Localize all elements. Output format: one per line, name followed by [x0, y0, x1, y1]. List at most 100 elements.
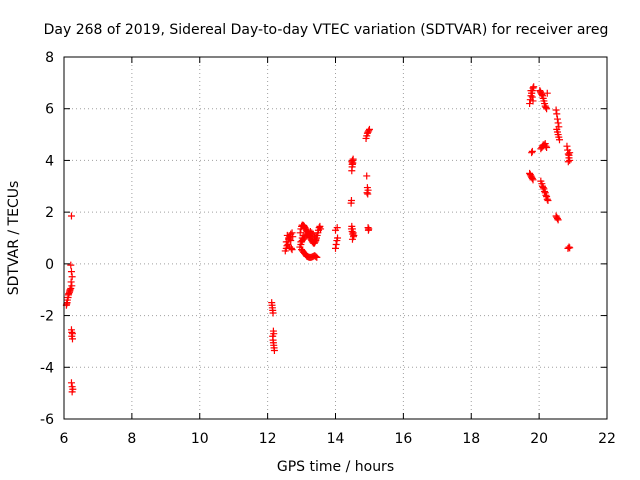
data-point-marker — [67, 212, 75, 220]
data-point-marker — [334, 234, 342, 242]
y-tick-label: 8 — [45, 50, 54, 66]
data-point-marker — [68, 388, 76, 396]
data-point-marker — [543, 144, 551, 151]
data-point-marker — [529, 176, 537, 184]
data-point-marker — [539, 184, 547, 192]
data-point-marker — [68, 335, 76, 343]
data-point-marker — [563, 142, 571, 150]
grid — [64, 57, 607, 419]
data-point-marker — [333, 224, 341, 232]
data-point-marker — [542, 103, 550, 111]
data-point-marker — [308, 229, 316, 237]
data-point-marker — [364, 226, 372, 234]
data-point-marker — [542, 142, 550, 150]
data-point-marker — [349, 159, 357, 167]
data-point-marker — [541, 187, 549, 195]
data-point-marker — [68, 328, 76, 336]
data-point-marker — [289, 233, 297, 241]
x-tick-label: 10 — [191, 431, 209, 447]
data-point-marker — [566, 244, 574, 252]
y-tick-label: 6 — [45, 102, 54, 118]
x-axis-label: GPS time / hours — [277, 459, 394, 475]
data-point-marker — [317, 225, 325, 233]
data-point-marker — [313, 253, 321, 261]
data-point-marker — [67, 268, 75, 276]
data-point-marker — [67, 261, 75, 269]
x-tick-label: 18 — [462, 431, 480, 447]
data-point-marker — [287, 237, 295, 245]
data-point-marker — [555, 136, 563, 144]
data-point-marker — [286, 243, 294, 251]
y-tick-label: -4 — [40, 360, 54, 376]
x-tick-label: 12 — [259, 431, 277, 447]
data-point-marker — [270, 346, 278, 354]
data-point-marker — [544, 197, 552, 205]
data-point-marker — [288, 229, 296, 237]
data-point-marker — [312, 235, 320, 243]
data-point-marker — [564, 158, 572, 166]
data-point-marker — [543, 89, 551, 97]
y-tick-label: 4 — [45, 153, 54, 169]
x-tick-label: 8 — [127, 431, 136, 447]
data-point-marker — [528, 93, 536, 101]
data-point-marker — [528, 147, 536, 155]
data-point-marker — [299, 231, 307, 239]
data-point-marker — [528, 175, 536, 183]
data-point-marker — [554, 119, 562, 127]
data-point-marker — [364, 190, 372, 198]
x-tick-labels: 6 8 10 12 14 16 18 20 22 — [60, 431, 616, 447]
x-tick-label: 20 — [530, 431, 548, 447]
data-point-marker — [269, 309, 277, 317]
data-point-marker — [553, 215, 561, 223]
y-tick-label: 2 — [45, 205, 54, 221]
data-point-marker — [350, 231, 358, 239]
data-point-marker — [553, 110, 561, 118]
data-point-marker — [67, 379, 75, 387]
data-point-marker — [332, 240, 340, 248]
data-point-marker — [332, 244, 339, 252]
x-tick-label: 14 — [327, 431, 345, 447]
data-point-marker — [348, 225, 356, 233]
data-point-marker — [67, 278, 75, 286]
y-tick-labels: -6 -4 -2 0 2 4 6 8 — [40, 50, 54, 428]
data-point-marker — [68, 282, 76, 290]
data-point-marker — [363, 189, 371, 197]
data-point-marker — [543, 105, 551, 113]
data-point-marker — [298, 238, 306, 246]
data-point-marker — [542, 191, 550, 199]
data-point-marker — [553, 115, 561, 123]
data-point-marker — [530, 83, 538, 91]
data-point-marker — [528, 149, 536, 157]
x-tick-label: 16 — [394, 431, 412, 447]
data-point-marker — [287, 244, 295, 252]
chart-title: Day 268 of 2019, Sidereal Day-to-day VTE… — [44, 22, 609, 38]
data-point-marker — [348, 160, 356, 168]
data-points — [62, 83, 574, 396]
data-point-marker — [552, 106, 560, 114]
data-point-marker — [564, 150, 572, 158]
data-point-marker — [565, 243, 573, 251]
data-point-marker — [529, 97, 537, 105]
data-point-marker — [543, 195, 551, 203]
y-axis-label: SDTVAR / TECUs — [6, 181, 22, 296]
data-point-marker — [566, 156, 574, 164]
x-tick-label: 6 — [60, 431, 69, 447]
data-point-marker — [348, 235, 356, 243]
data-point-marker — [538, 90, 546, 98]
data-point-marker — [528, 89, 536, 97]
y-tick-label: 0 — [45, 257, 54, 273]
data-point-marker — [347, 197, 355, 205]
data-point-marker — [365, 125, 373, 133]
data-point-marker — [68, 273, 76, 281]
y-tick-label: -2 — [40, 309, 54, 325]
data-point-marker — [312, 253, 320, 261]
data-point-marker — [363, 172, 371, 180]
x-tick-label: 22 — [598, 431, 616, 447]
plot-area-border — [63, 56, 608, 420]
y-tick-label: -6 — [40, 412, 54, 428]
data-point-marker — [315, 224, 323, 232]
data-point-marker — [554, 216, 562, 224]
data-point-marker — [365, 127, 373, 135]
data-point-marker — [566, 149, 574, 157]
